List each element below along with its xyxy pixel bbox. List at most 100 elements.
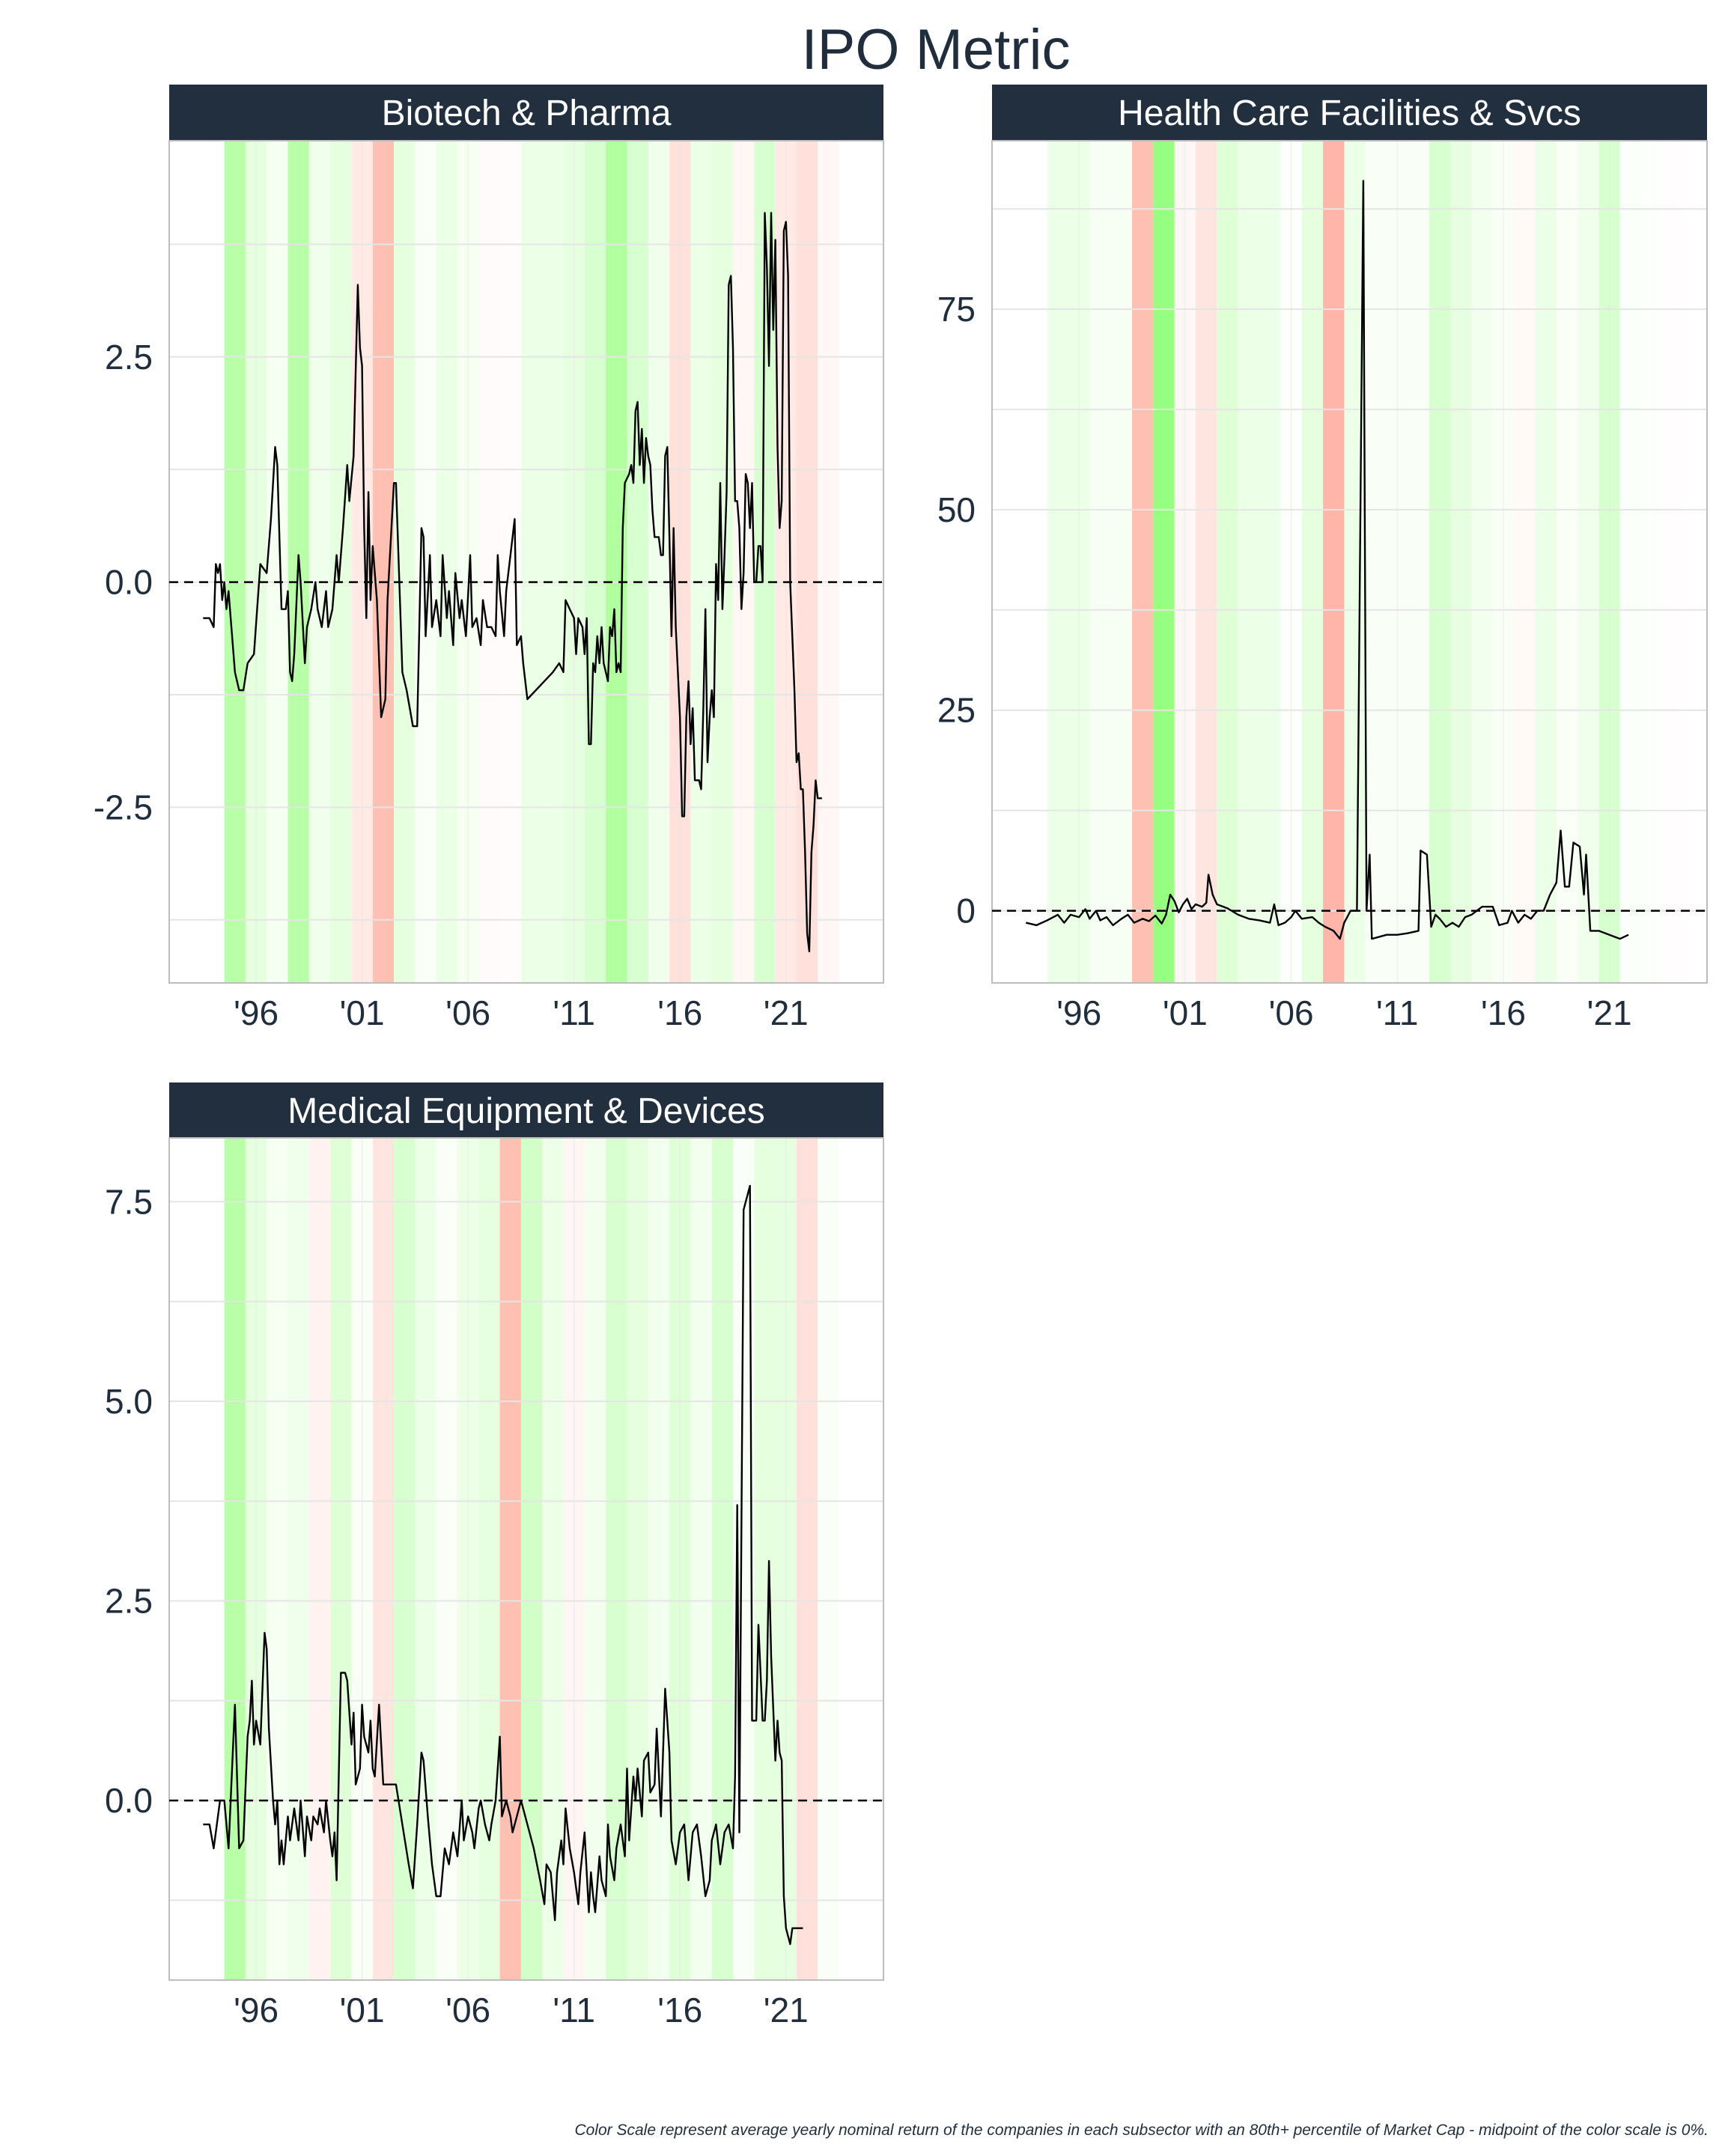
- return-band: [1578, 141, 1599, 983]
- return-band: [711, 1138, 734, 1980]
- x-tick-label: '01: [340, 993, 385, 1032]
- return-band: [796, 1138, 818, 1980]
- return-band: [1301, 141, 1324, 983]
- facet-strip: [992, 85, 1707, 141]
- panel-border: [168, 140, 884, 984]
- return-band: [818, 141, 839, 983]
- return-band: [1110, 141, 1133, 983]
- y-tick-label: 0: [956, 892, 976, 931]
- return-band: [499, 1138, 521, 1980]
- return-band: [1217, 141, 1238, 983]
- return-band: [1556, 141, 1578, 983]
- x-tick-label: '06: [445, 1991, 490, 2029]
- x-tick-label: '21: [1587, 993, 1632, 1032]
- x-tick-label: '21: [764, 1991, 809, 2029]
- y-tick-label: 2.5: [105, 1581, 153, 1620]
- return-band: [224, 141, 246, 983]
- x-tick-label: '11: [553, 1991, 595, 2029]
- return-band: [478, 141, 500, 983]
- panel-border: [991, 140, 1708, 984]
- x-tick-label: '96: [1056, 993, 1101, 1032]
- return-band: [627, 141, 648, 983]
- return-band: [584, 141, 606, 983]
- x-tick-label: '16: [657, 1991, 702, 2029]
- return-band: [1662, 141, 1684, 983]
- return-band: [372, 1138, 395, 1980]
- return-band: [520, 1138, 543, 1980]
- return-band: [267, 141, 288, 983]
- facet-panel: Health Care Facilities & Svcs 0 25 50 75 '96 '…: [937, 85, 1708, 1032]
- return-band: [1196, 141, 1217, 983]
- facet-strip: [169, 85, 883, 141]
- return-band: [1323, 141, 1345, 983]
- return-band: [394, 1138, 416, 1980]
- return-band: [1471, 141, 1493, 983]
- x-tick-label: '96: [234, 1991, 279, 2029]
- y-tick-label: 75: [937, 290, 976, 329]
- y-tick-label: 0.0: [105, 1781, 153, 1820]
- y-tick-label: -2.5: [94, 788, 153, 826]
- return-band: [796, 141, 818, 983]
- y-tick-label: 7.5: [105, 1182, 153, 1221]
- color-scale-caption: Color Scale represent average yearly nom…: [574, 2122, 1709, 2139]
- x-tick-label: '96: [234, 993, 279, 1032]
- return-band: [415, 1138, 436, 1980]
- return-band: [690, 1138, 712, 1980]
- return-band: [1153, 141, 1175, 983]
- facet-strip: [169, 1082, 883, 1138]
- return-band: [308, 141, 331, 983]
- x-tick-label: '01: [1163, 993, 1208, 1032]
- return-band: [520, 141, 543, 983]
- return-band: [1450, 141, 1472, 983]
- x-tick-label: '06: [445, 993, 490, 1032]
- x-tick-label: '16: [1481, 993, 1526, 1032]
- return-band: [1514, 141, 1536, 983]
- x-tick-label: '11: [553, 993, 595, 1032]
- return-band: [1089, 141, 1111, 983]
- return-band: [627, 1138, 648, 1980]
- facet-title: Health Care Facilities & Svcs: [1118, 94, 1581, 133]
- return-band: [308, 1138, 331, 1980]
- return-band: [818, 1138, 839, 1980]
- return-band: [394, 141, 416, 983]
- return-band: [1047, 141, 1069, 983]
- facet-panel: Medical Equipment & Devices 0.0 2.5 5.0 7.5 '…: [105, 1082, 884, 2029]
- return-band: [648, 141, 670, 983]
- facet-title: Biotech & Pharma: [382, 94, 672, 133]
- return-band: [288, 1138, 309, 1980]
- return-band: [542, 1138, 564, 1980]
- return-band: [372, 141, 395, 983]
- panel-border: [168, 1137, 884, 1981]
- return-band: [1365, 141, 1387, 983]
- series-line: [203, 212, 822, 953]
- return-band: [415, 141, 436, 983]
- facet-title: Medical Equipment & Devices: [288, 1091, 765, 1131]
- return-band: [1408, 141, 1429, 983]
- y-tick-label: 25: [937, 691, 976, 730]
- x-tick-label: '21: [764, 993, 809, 1032]
- return-band: [1259, 141, 1281, 983]
- y-tick-label: 2.5: [105, 338, 153, 377]
- x-tick-label: '06: [1269, 993, 1314, 1032]
- return-band: [1535, 141, 1557, 983]
- return-band: [584, 1138, 606, 1980]
- return-band: [1619, 141, 1642, 983]
- return-band: [690, 141, 712, 983]
- x-tick-label: '16: [657, 993, 702, 1032]
- series-line: [1026, 180, 1629, 940]
- return-band: [648, 1138, 670, 1980]
- y-tick-label: 5.0: [105, 1382, 153, 1421]
- return-band: [606, 141, 627, 983]
- figure-title: IPO Metric: [802, 18, 1071, 82]
- return-band: [1429, 141, 1451, 983]
- return-band: [542, 141, 564, 983]
- x-tick-label: '11: [1376, 993, 1419, 1032]
- y-tick-label: 0.0: [105, 563, 153, 602]
- return-band: [436, 141, 457, 983]
- return-band: [1641, 141, 1663, 983]
- y-tick-label: 50: [937, 490, 976, 529]
- return-band: [224, 1138, 246, 1980]
- return-band: [267, 1138, 288, 1980]
- x-tick-label: '01: [340, 1991, 385, 2029]
